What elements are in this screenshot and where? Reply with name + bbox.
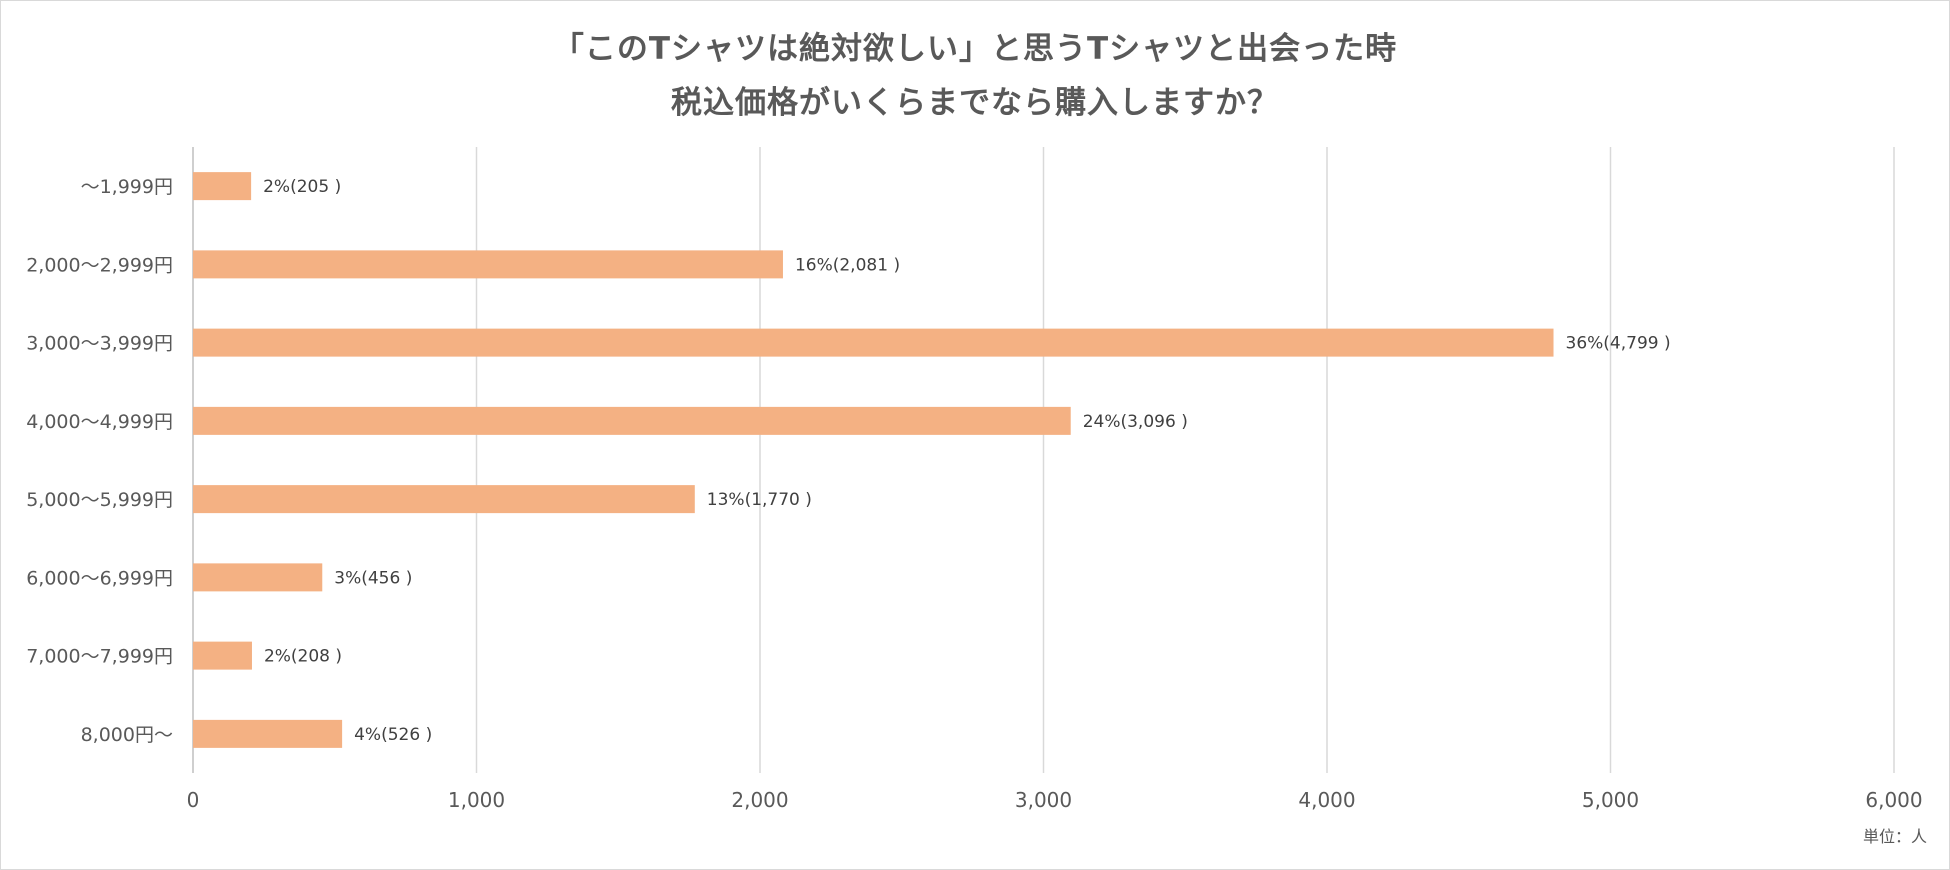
x-tick-label: 0 (187, 788, 200, 812)
category-label: 8,000円〜 (81, 724, 173, 746)
bar (193, 641, 252, 670)
data-label: 2%(208 ) (264, 647, 342, 667)
unit-label: 単位：人 (1862, 827, 1927, 846)
category-label: 4,000〜4,999円 (26, 411, 173, 433)
data-label: 13%(1,770 ) (707, 490, 812, 510)
bar (193, 328, 1554, 357)
data-label: 2%(205 ) (263, 177, 341, 197)
category-label: 3,000〜3,999円 (26, 333, 173, 355)
x-tick-label: 1,000 (448, 788, 505, 812)
bar (193, 563, 323, 592)
bar (193, 485, 695, 514)
category-label: 6,000〜6,999円 (26, 567, 173, 589)
category-label: 7,000〜7,999円 (26, 646, 173, 668)
x-tick-label: 2,000 (731, 788, 788, 812)
x-tick-label: 4,000 (1298, 788, 1355, 812)
category-label: 5,000〜5,999円 (26, 489, 173, 511)
bar (193, 172, 252, 201)
x-tick-label: 5,000 (1582, 788, 1639, 812)
bar (193, 406, 1071, 435)
category-label: 〜1,999円 (81, 176, 173, 198)
data-label: 4%(526 ) (354, 725, 432, 745)
bar (193, 719, 343, 748)
data-label: 24%(3,096 ) (1083, 412, 1188, 432)
category-label: 2,000〜2,999円 (26, 254, 173, 276)
data-label: 36%(4,799 ) (1566, 334, 1671, 354)
chart-title-line2: 税込価格がいくらまでなら購入しますか？ (671, 85, 1279, 121)
bar (193, 250, 783, 279)
data-label: 16%(2,081 ) (795, 255, 900, 275)
chart-title-line1: 「このTシャツは絶対欲しい」と思うTシャツと出会った時 (552, 31, 1398, 67)
data-label: 3%(456 ) (334, 568, 412, 588)
x-tick-label: 6,000 (1865, 788, 1922, 812)
x-tick-label: 3,000 (1015, 788, 1072, 812)
